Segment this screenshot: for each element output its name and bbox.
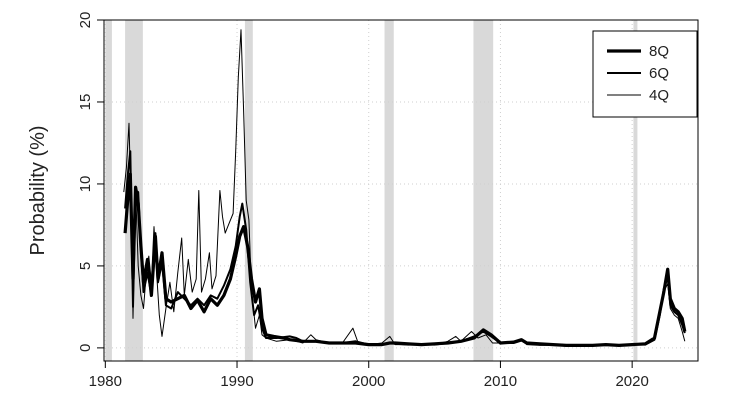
x-axis: 1980 1990 2000 2010 2020 (89, 361, 649, 390)
recession-band-0 (105, 20, 112, 361)
legend-label-4q: 4Q (649, 87, 669, 104)
recession-band-4 (473, 20, 494, 361)
y-tick-label-10: 10 (77, 176, 94, 193)
x-tick-label-1990: 1990 (220, 373, 253, 390)
series-line-6q (124, 150, 686, 347)
series-line-8q (123, 172, 687, 347)
x-tick-label-2010: 2010 (484, 373, 517, 390)
y-tick-label-5: 5 (77, 262, 94, 270)
x-tick-label-2000: 2000 (352, 373, 385, 390)
y-tick-label-15: 15 (77, 94, 94, 111)
y-tick-label-0: 0 (77, 344, 94, 352)
y-tick-label-20: 20 (77, 12, 94, 29)
recession-bands (105, 20, 638, 361)
recession-band-2 (244, 20, 253, 361)
y-axis-title: Probability (%) (27, 125, 49, 255)
legend: 8Q 6Q 4Q (592, 30, 698, 118)
x-tick-label-1980: 1980 (89, 373, 122, 390)
recession-band-3 (384, 20, 394, 361)
y-axis: 0 5 10 15 20 (77, 12, 104, 352)
x-tick-label-2020: 2020 (615, 373, 648, 390)
recession-band-5 (633, 20, 638, 361)
legend-label-8q: 8Q (649, 43, 669, 60)
legend-label-6q: 6Q (649, 65, 669, 82)
series-lines (123, 29, 687, 347)
plot-frame (103, 19, 699, 362)
